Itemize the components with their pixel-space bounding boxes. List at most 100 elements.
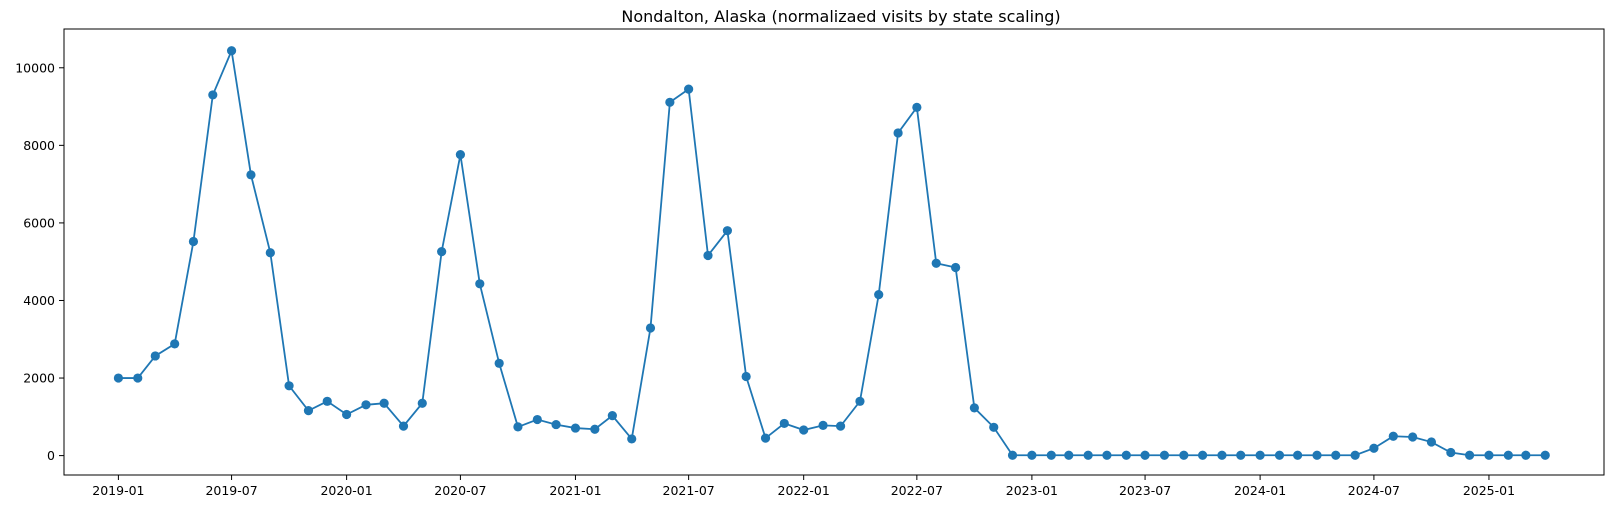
data-point xyxy=(760,433,771,443)
data-point xyxy=(455,150,466,160)
data-point xyxy=(417,398,427,408)
data-point xyxy=(931,258,941,268)
data-point xyxy=(1217,450,1227,460)
data-point xyxy=(741,371,751,382)
data-point xyxy=(969,403,979,413)
data-point xyxy=(303,406,314,416)
x-tick-label: 2024-01 xyxy=(1234,483,1286,498)
data-point xyxy=(1521,450,1531,460)
data-point xyxy=(437,247,447,257)
data-point xyxy=(684,84,694,94)
data-point xyxy=(226,46,237,56)
data-point xyxy=(113,373,123,383)
x-axis: 2019-01 2019-07 2020-01 2020-07 2021-01 2021-… xyxy=(92,475,1515,498)
x-tick-label: 2022-01 xyxy=(778,483,830,498)
series-line xyxy=(118,47,1546,457)
data-point xyxy=(1159,450,1170,460)
data-point xyxy=(1464,450,1475,460)
data-point xyxy=(703,250,713,261)
x-tick-label: 2019-01 xyxy=(92,483,144,498)
data-point xyxy=(1064,450,1074,460)
x-tick-label: 2019-07 xyxy=(205,483,257,498)
data-point xyxy=(989,422,999,432)
data-point xyxy=(1197,450,1208,460)
data-point xyxy=(1350,450,1360,460)
data-point xyxy=(265,248,275,258)
x-tick-label: 2023-07 xyxy=(1119,483,1171,498)
data-point xyxy=(133,373,143,383)
data-point xyxy=(1083,450,1093,460)
data-point xyxy=(1388,431,1398,441)
y-tick-label: 6000 xyxy=(23,215,55,230)
y-tick-label: 10000 xyxy=(15,60,55,75)
data-point xyxy=(1236,450,1246,460)
x-tick-label: 2025-01 xyxy=(1463,483,1515,498)
data-point xyxy=(855,396,865,406)
y-axis: 0 2000 4000 6000 8000 10000 xyxy=(15,60,64,463)
y-tick-label: 0 xyxy=(47,448,55,463)
data-point xyxy=(170,339,180,349)
data-point xyxy=(1121,450,1131,460)
data-point xyxy=(799,425,809,435)
data-point xyxy=(361,400,371,410)
series-markers xyxy=(113,46,1550,460)
data-point xyxy=(1540,450,1550,460)
data-point xyxy=(722,226,732,236)
data-point xyxy=(513,422,523,432)
data-point xyxy=(1293,450,1303,460)
data-point xyxy=(150,351,160,361)
plot-frame xyxy=(63,28,1605,476)
data-point xyxy=(188,236,199,247)
y-tick-label: 8000 xyxy=(23,138,55,153)
data-point xyxy=(1027,450,1037,460)
data-point xyxy=(1274,450,1285,460)
x-tick-label: 2022-07 xyxy=(891,483,943,498)
data-point xyxy=(1446,447,1456,458)
data-point xyxy=(551,419,561,430)
data-point xyxy=(1331,450,1341,460)
data-point xyxy=(951,262,961,273)
data-point xyxy=(645,323,656,333)
data-point xyxy=(1503,450,1513,460)
data-point xyxy=(912,102,922,112)
data-point xyxy=(1102,450,1112,460)
y-tick-label: 4000 xyxy=(23,293,55,308)
data-point xyxy=(398,421,409,431)
data-point xyxy=(1484,450,1494,460)
x-tick-label: 2023-01 xyxy=(1006,483,1058,498)
data-point xyxy=(284,381,294,391)
data-point xyxy=(874,290,884,300)
data-point xyxy=(1408,432,1418,442)
data-point xyxy=(1046,450,1056,460)
data-point xyxy=(494,358,504,368)
data-point xyxy=(627,434,637,444)
data-point xyxy=(475,279,485,289)
data-point xyxy=(1255,450,1265,460)
data-point xyxy=(1140,450,1150,460)
data-point xyxy=(532,414,542,425)
data-point xyxy=(322,396,332,406)
x-tick-label: 2021-01 xyxy=(549,483,601,498)
data-point xyxy=(590,424,600,434)
data-point xyxy=(570,423,581,433)
data-point xyxy=(342,409,352,420)
data-point xyxy=(1426,437,1437,447)
x-tick-label: 2020-07 xyxy=(434,483,486,498)
data-point xyxy=(818,420,828,430)
data-point xyxy=(1369,443,1379,453)
data-point xyxy=(893,128,903,138)
data-point xyxy=(607,411,617,421)
data-point xyxy=(1312,450,1322,460)
data-point xyxy=(835,421,846,431)
y-tick-label: 2000 xyxy=(23,371,55,386)
x-tick-label: 2020-01 xyxy=(320,483,372,498)
x-tick-label: 2024-07 xyxy=(1348,483,1400,498)
data-point xyxy=(208,90,218,100)
chart-title: Nondalton, Alaska (normalizaed visits by… xyxy=(621,7,1060,26)
data-point xyxy=(246,170,256,180)
data-point xyxy=(379,398,389,408)
data-point xyxy=(665,97,675,107)
data-point xyxy=(1007,450,1018,460)
data-point xyxy=(1179,450,1189,460)
